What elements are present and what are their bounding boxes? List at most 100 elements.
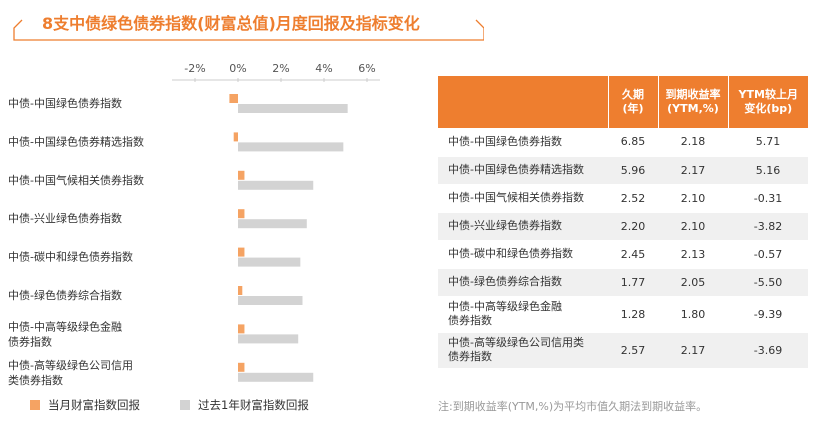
cell-duration: 5.96 bbox=[608, 156, 658, 185]
bar-yearly bbox=[238, 372, 314, 382]
bar-yearly bbox=[238, 334, 299, 344]
bar-monthly bbox=[238, 247, 245, 257]
table-row: 中债-绿色债券综合指数 1.77 2.05 -5.50 bbox=[438, 268, 808, 297]
table-row: 中债-高等级绿色公司信用类 债券指数 2.57 2.17 -3.69 bbox=[438, 332, 808, 369]
x-tick-label: -2% bbox=[184, 62, 205, 75]
legend-item-yearly: 过去1年财富指数回报 bbox=[180, 397, 309, 413]
bar-monthly bbox=[238, 362, 245, 372]
bar-yearly bbox=[238, 219, 307, 229]
bar-monthly bbox=[238, 209, 245, 219]
bar-monthly bbox=[229, 94, 238, 103]
cell-duration: 1.77 bbox=[608, 268, 658, 297]
cell-index-name: 中债-碳中和绿色债券指数 bbox=[438, 240, 608, 269]
category-label: 中债-中国绿色债券精选指数 bbox=[8, 134, 144, 148]
bar-yearly bbox=[238, 257, 301, 267]
cell-ytm: 2.05 bbox=[658, 268, 728, 297]
cell-duration: 2.57 bbox=[608, 332, 658, 369]
table-row: 中债-中国绿色债券精选指数 5.96 2.17 5.16 bbox=[438, 156, 808, 185]
cell-ytm: 2.13 bbox=[658, 240, 728, 269]
header-change: YTM较上月 变化(bp) bbox=[728, 76, 808, 128]
table-row: 中债-碳中和绿色债券指数 2.45 2.13 -0.57 bbox=[438, 240, 808, 269]
cell-change: -0.57 bbox=[728, 240, 808, 269]
category-label: 中债-中国绿色债券指数 bbox=[8, 96, 122, 110]
cell-index-name: 中债-绿色债券综合指数 bbox=[438, 268, 608, 297]
table-row: 中债-中国气候相关债券指数 2.52 2.10 -0.31 bbox=[438, 184, 808, 213]
cell-index-name: 中债-中国绿色债券指数 bbox=[438, 128, 608, 157]
bar-yearly bbox=[238, 296, 303, 305]
bar-chart: -2% 0% 2% 4% 6% 中债-中国绿色债券指数中债-中国绿色债券精选指数中债-中国… bbox=[8, 62, 380, 387]
cell-duration: 1.28 bbox=[608, 296, 658, 333]
cell-ytm: 2.10 bbox=[658, 184, 728, 213]
bar-yearly bbox=[238, 142, 344, 152]
cell-duration: 2.20 bbox=[608, 212, 658, 241]
cell-duration: 6.85 bbox=[608, 128, 658, 157]
header-duration-line2: (年) bbox=[622, 102, 644, 115]
cell-index-name: 中债-中高等级绿色金融 债券指数 bbox=[438, 296, 608, 333]
header-change-line2: 变化(bp) bbox=[744, 102, 793, 115]
category-label: 债券指数 bbox=[8, 334, 52, 348]
cell-ytm: 2.18 bbox=[658, 128, 728, 157]
cell-index-name-line: 中债-高等级绿色公司信用类 bbox=[448, 336, 584, 349]
header-ytm-line2: (YTM,%) bbox=[667, 102, 719, 115]
indicator-table: 久期 (年) 到期收益率 (YTM,%) YTM较上月 变化(bp) 中债-中国绿色债… bbox=[438, 76, 808, 369]
cell-duration: 2.45 bbox=[608, 240, 658, 269]
cell-index-name-line: 中债-中国气候相关债券指数 bbox=[448, 191, 584, 204]
header-duration: 久期 (年) bbox=[608, 76, 659, 128]
category-label: 中债-中高等级绿色金融 bbox=[8, 319, 122, 333]
cell-ytm: 2.17 bbox=[658, 156, 728, 185]
table-body: 中债-中国绿色债券指数 6.85 2.18 5.71 中债-中国绿色债券精选指数 5.96… bbox=[438, 128, 808, 369]
legend-swatch-monthly bbox=[30, 400, 40, 410]
cell-index-name: 中债-中国绿色债券精选指数 bbox=[438, 156, 608, 185]
header-name bbox=[438, 76, 609, 128]
category-label: 中债-中国气候相关债券指数 bbox=[8, 173, 144, 187]
bar-yearly bbox=[238, 104, 348, 113]
category-label: 中债-碳中和绿色债券指数 bbox=[8, 250, 133, 264]
table-header-row: 久期 (年) 到期收益率 (YTM,%) YTM较上月 变化(bp) bbox=[438, 76, 808, 128]
cell-ytm: 2.10 bbox=[658, 212, 728, 241]
cell-index-name-line: 中债-中国绿色债券指数 bbox=[448, 134, 562, 148]
cell-index-name-line: 中债-中国绿色债券精选指数 bbox=[448, 163, 584, 176]
cell-change: 5.71 bbox=[728, 128, 808, 157]
cell-index-name: 中债-高等级绿色公司信用类 债券指数 bbox=[438, 332, 608, 369]
chart-legend: 当月财富指数回报 过去1年财富指数回报 bbox=[30, 397, 349, 413]
legend-label-monthly: 当月财富指数回报 bbox=[48, 398, 140, 412]
category-label: 中债-绿色债券综合指数 bbox=[8, 288, 122, 302]
table-row: 中债-中高等级绿色金融 债券指数 1.28 1.80 -9.39 bbox=[438, 296, 808, 333]
cell-change: -0.31 bbox=[728, 184, 808, 213]
bar-monthly bbox=[238, 324, 245, 334]
category-label: 中债-兴业绿色债券指数 bbox=[8, 211, 122, 225]
cell-change: -9.39 bbox=[728, 296, 808, 333]
title-frame: 8支中债绿色债券指数(财富总值)月度回报及指标变化 bbox=[8, 6, 484, 42]
bar-monthly bbox=[238, 286, 243, 295]
bar-monthly bbox=[233, 132, 238, 142]
legend-label-yearly: 过去1年财富指数回报 bbox=[198, 398, 309, 412]
x-tick-label: 6% bbox=[358, 62, 375, 75]
header-ytm: 到期收益率 (YTM,%) bbox=[658, 76, 729, 128]
title-bracket bbox=[13, 19, 484, 41]
bar-monthly bbox=[238, 170, 245, 180]
cell-index-name-line: 债券指数 bbox=[448, 314, 492, 327]
cell-index-name: 中债-兴业绿色债券指数 bbox=[438, 212, 608, 241]
footnote: 注:到期收益率(YTM,%)为平均市值久期法到期收益率。 bbox=[438, 400, 708, 413]
category-label: 类债券指数 bbox=[8, 373, 63, 387]
cell-index-name-line: 中债-绿色债券综合指数 bbox=[448, 275, 562, 288]
legend-item-monthly: 当月财富指数回报 bbox=[30, 397, 140, 413]
x-tick-label: 0% bbox=[229, 62, 246, 75]
cell-change: 5.16 bbox=[728, 156, 808, 185]
cell-duration: 2.52 bbox=[608, 184, 658, 213]
cell-index-name-line: 债券指数 bbox=[448, 350, 492, 363]
x-tick-label: 4% bbox=[315, 62, 332, 75]
table-row: 中债-中国绿色债券指数 6.85 2.18 5.71 bbox=[438, 128, 808, 157]
page-title: 8支中债绿色债券指数(财富总值)月度回报及指标变化 bbox=[36, 10, 426, 34]
header-ytm-line1: 到期收益率 bbox=[665, 88, 721, 101]
cell-index-name-line: 中债-中高等级绿色金融 bbox=[448, 300, 562, 313]
cell-index-name-line: 中债-兴业绿色债券指数 bbox=[448, 219, 562, 232]
cell-change: -5.50 bbox=[728, 268, 808, 297]
header-duration-line1: 久期 bbox=[622, 88, 644, 101]
category-label: 中债-高等级绿色公司信用 bbox=[8, 358, 133, 372]
cell-change: -3.69 bbox=[728, 332, 808, 369]
cell-change: -3.82 bbox=[728, 212, 808, 241]
header-change-line1: YTM较上月 bbox=[738, 88, 798, 101]
cell-index-name: 中债-中国气候相关债券指数 bbox=[438, 184, 608, 213]
bar-yearly bbox=[238, 180, 314, 190]
